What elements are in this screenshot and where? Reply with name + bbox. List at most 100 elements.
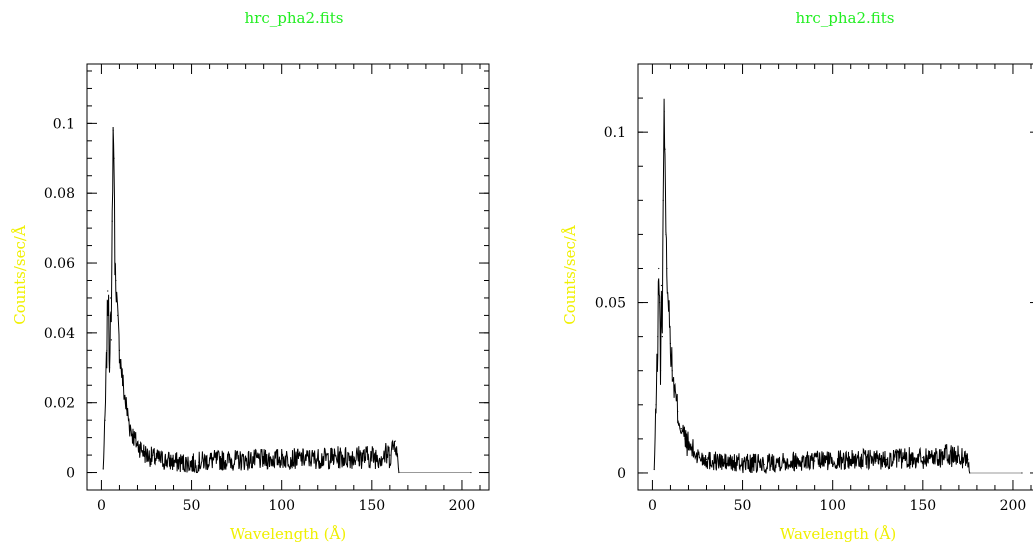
x-tick-label: 150 xyxy=(909,498,936,514)
data-point xyxy=(969,472,971,474)
data-point xyxy=(763,463,765,466)
data-point xyxy=(665,233,667,235)
y-tick-label: 0 xyxy=(66,466,75,482)
data-point xyxy=(723,462,726,464)
data-point xyxy=(145,454,148,456)
data-point xyxy=(198,461,200,463)
y-tick-label: 0.1 xyxy=(53,116,75,132)
x-tick-label: 50 xyxy=(183,498,201,514)
y-tick-label: 0.04 xyxy=(44,326,75,342)
data-point xyxy=(126,409,128,411)
data-point xyxy=(112,129,114,131)
data-point xyxy=(922,457,924,459)
data-point xyxy=(371,456,373,458)
y-tick-label: 0.1 xyxy=(604,125,626,141)
data-point xyxy=(687,445,690,447)
data-point xyxy=(396,454,398,456)
data-point xyxy=(958,455,960,457)
x-tick-label: 100 xyxy=(819,498,846,514)
data-point xyxy=(394,440,396,442)
data-point xyxy=(109,297,112,299)
data-point xyxy=(653,468,655,471)
data-point xyxy=(668,301,670,304)
data-point xyxy=(765,472,767,474)
chart-panel-right: hrc_pha2.fits Wavelength (Å) Counts/sec/… xyxy=(561,9,1033,543)
y-tick-label: 0.08 xyxy=(44,186,75,202)
data-point xyxy=(107,290,109,292)
chart-panel-left: hrc_pha2.fits Wavelength (Å) Counts/sec/… xyxy=(11,9,490,543)
data-point xyxy=(398,471,400,474)
data-point xyxy=(136,444,139,446)
x-tick-label: 100 xyxy=(268,498,295,514)
data-point xyxy=(778,460,780,462)
x-tick-label: 200 xyxy=(449,498,476,514)
data-point xyxy=(172,461,175,463)
data-point xyxy=(129,426,131,428)
data-point xyxy=(104,419,106,421)
data-point xyxy=(677,411,679,413)
data-point xyxy=(117,314,119,317)
spectrum-trace xyxy=(653,98,971,474)
data-point xyxy=(661,336,663,338)
y-axis-label: Counts/sec/Å xyxy=(561,225,579,325)
data-point xyxy=(353,456,355,458)
data-point xyxy=(111,220,113,222)
data-point xyxy=(696,455,699,457)
x-tick-label: 0 xyxy=(648,498,657,514)
data-point xyxy=(245,459,247,461)
data-point xyxy=(114,262,116,264)
data-point xyxy=(108,367,111,369)
data-point xyxy=(940,455,942,457)
data-point xyxy=(666,267,668,270)
data-point xyxy=(664,148,666,150)
y-tick-label: 0.05 xyxy=(595,296,626,312)
x-tick-label: 200 xyxy=(1000,498,1027,514)
x-tick-label: 50 xyxy=(734,498,752,514)
data-point xyxy=(317,457,319,460)
data-point xyxy=(659,370,662,372)
data-point xyxy=(660,284,663,287)
data-point xyxy=(196,471,198,474)
data-point xyxy=(659,301,661,304)
data-point xyxy=(684,438,686,440)
x-tick-label: 150 xyxy=(358,498,385,514)
data-point xyxy=(669,342,672,345)
x-tick-label: 0 xyxy=(97,498,106,514)
data-point xyxy=(115,279,117,282)
data-point xyxy=(281,457,283,460)
data-point xyxy=(673,387,675,389)
chart-title: hrc_pha2.fits xyxy=(245,9,344,27)
plot-frame xyxy=(637,63,1033,491)
y-tick-label: 0.06 xyxy=(44,256,75,272)
data-point xyxy=(154,457,157,460)
data-point xyxy=(767,462,769,464)
data-point xyxy=(122,384,124,386)
y-tick-label: 0 xyxy=(617,466,626,482)
y-tick-label: 0.02 xyxy=(44,396,75,412)
chart-title: hrc_pha2.fits xyxy=(796,9,895,27)
plot-frame xyxy=(86,63,490,491)
data-point xyxy=(102,468,104,470)
x-axis-label: Wavelength (Å) xyxy=(780,525,896,543)
data-point xyxy=(680,428,682,430)
data-point xyxy=(658,267,660,270)
data-point xyxy=(110,339,112,341)
data-point xyxy=(662,199,664,201)
data-point xyxy=(118,349,121,351)
data-point xyxy=(655,404,657,406)
data-point xyxy=(108,314,110,317)
data-point xyxy=(113,157,115,159)
data-point xyxy=(886,458,888,460)
x-axis-label: Wavelength (Å) xyxy=(230,525,346,543)
data-point xyxy=(967,458,969,460)
spectrum-trace xyxy=(102,126,400,473)
data-point xyxy=(814,460,816,462)
data-point xyxy=(671,370,673,372)
data-point xyxy=(705,458,708,460)
y-axis-label: Counts/sec/Å xyxy=(11,225,29,325)
data-point xyxy=(663,111,665,113)
data-point xyxy=(470,471,472,474)
data-point xyxy=(120,367,122,369)
data-point xyxy=(850,458,852,460)
